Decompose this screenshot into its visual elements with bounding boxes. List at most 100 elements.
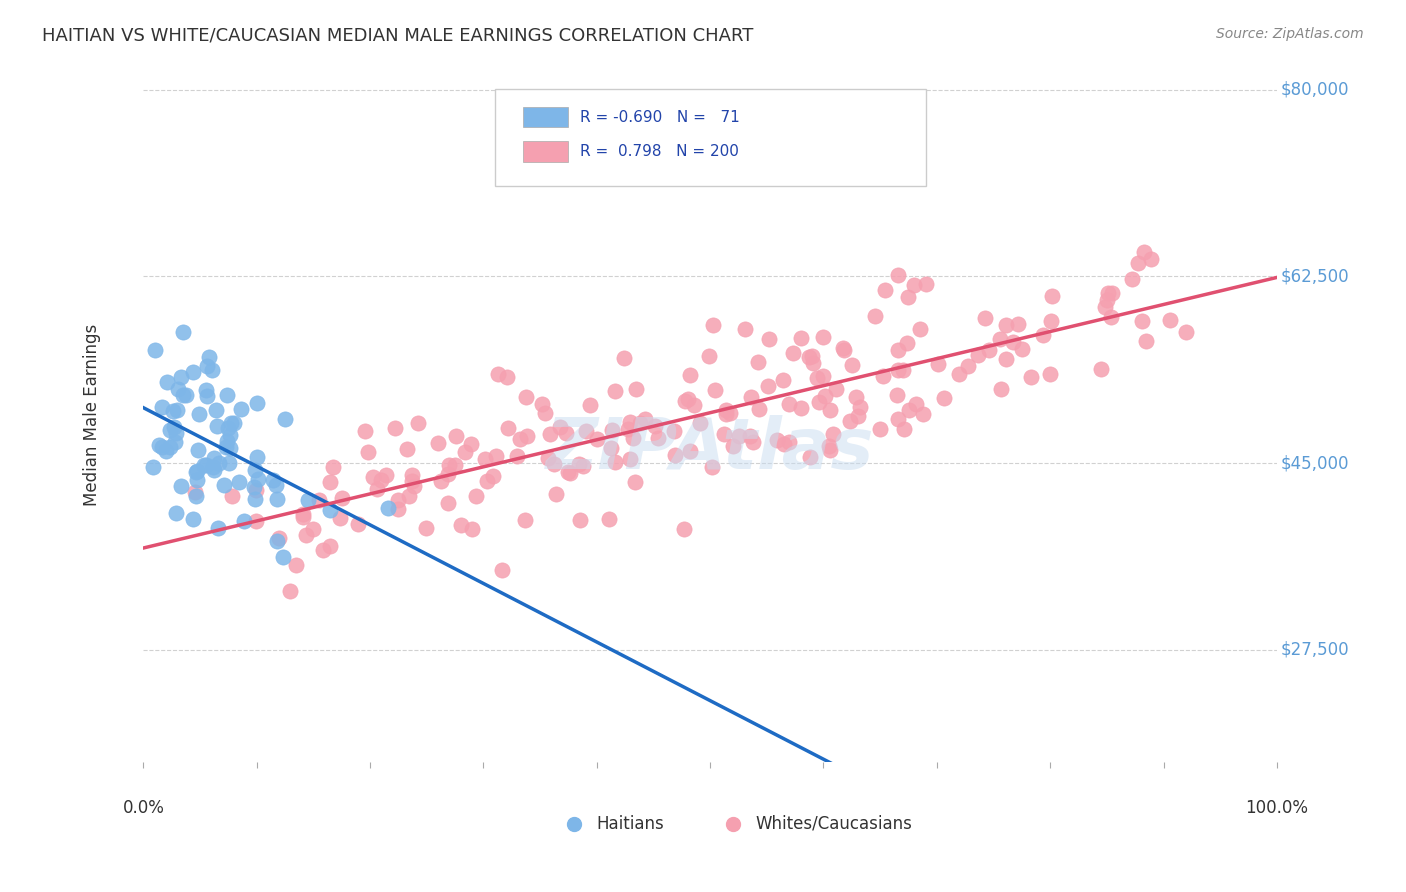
Point [673,393,696,408]
Point [821,427,844,442]
Point [558,466,581,480]
Point [297,492,319,507]
Point [495,370,517,384]
Point [163,419,186,434]
Point [496,421,519,435]
Point [799,351,821,365]
Point [893,363,915,377]
Point [994,318,1017,333]
Point [600,423,623,437]
Point [384,421,406,435]
Point [186,473,208,487]
Point [172,325,194,339]
Point [702,318,724,332]
Point [243,480,266,494]
Point [162,404,184,418]
Point [404,479,426,493]
Point [202,463,225,477]
Point [243,492,266,507]
Point [839,414,862,428]
Point [461,522,484,536]
Point [184,489,207,503]
Point [634,411,657,425]
Point [1135,334,1157,348]
Point [599,441,621,455]
Point [647,431,669,445]
Point [863,309,886,323]
Point [578,398,600,412]
Point [202,459,225,474]
Point [734,322,756,336]
Point [437,458,460,473]
Point [905,396,928,410]
Text: Median Male Earnings: Median Male Earnings [83,324,101,506]
Point [1001,335,1024,350]
Point [142,460,165,475]
Point [1095,293,1118,307]
Point [218,456,240,470]
Point [616,422,638,436]
Point [219,441,242,455]
Point [245,395,267,409]
Point [188,407,211,421]
Point [214,440,236,454]
Point [170,370,193,384]
Point [908,322,931,336]
Point [644,419,666,434]
Point [557,465,579,479]
Point [219,428,242,442]
Point [437,496,460,510]
Point [377,501,399,516]
Point [516,429,538,443]
Point [679,368,702,383]
Point [454,445,477,459]
Point [202,451,225,466]
Point [444,428,467,442]
Point [848,409,870,424]
Point [474,452,496,467]
Point [740,428,762,442]
Point [1132,244,1154,259]
Point [932,391,955,405]
Point [1039,314,1062,328]
Point [716,402,738,417]
Point [319,475,342,489]
Point [1126,256,1149,270]
Point [605,384,627,398]
Point [246,450,269,464]
Point [186,464,208,478]
Point [1159,313,1181,327]
Text: $62,500: $62,500 [1281,268,1348,285]
Point [217,388,239,402]
Point [278,584,301,599]
Point [274,412,297,426]
Point [679,444,702,458]
Point [426,436,449,450]
Point [430,474,453,488]
Point [689,416,711,430]
Point [150,400,173,414]
Point [915,277,938,292]
Point [1032,327,1054,342]
Point [246,472,269,486]
Point [718,407,741,421]
Point [184,484,207,499]
Point [948,367,970,381]
Point [841,359,863,373]
Point [568,458,591,472]
Point [366,482,388,496]
Point [221,489,243,503]
Point [195,359,218,373]
Point [790,401,813,415]
Point [728,429,751,443]
Bar [523,141,568,162]
Text: $27,500: $27,500 [1281,640,1348,658]
Point [766,433,789,447]
Point [387,502,409,516]
Point [598,512,620,526]
Point [375,468,398,483]
Point [165,434,187,449]
Point [676,392,699,407]
Bar [523,107,568,128]
Point [262,474,284,488]
